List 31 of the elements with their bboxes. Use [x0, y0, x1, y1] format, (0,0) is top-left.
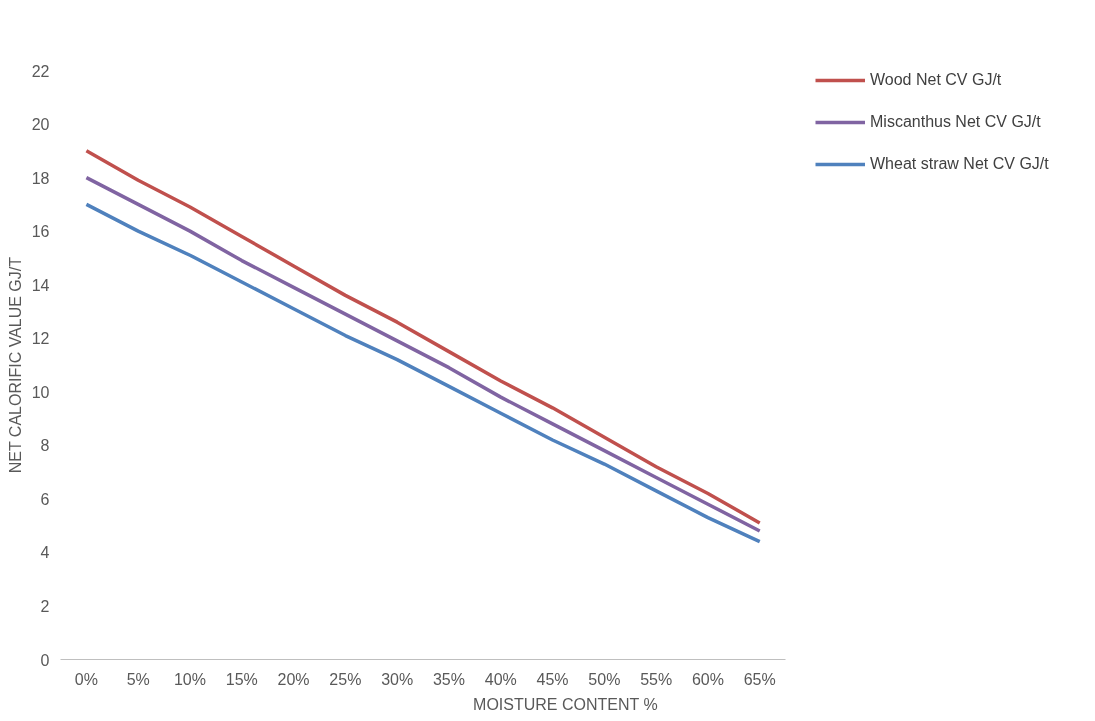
- y-tick-label: 0: [40, 651, 50, 669]
- x-tick-label: 65%: [743, 670, 776, 688]
- y-tick-label: 10: [31, 383, 50, 401]
- legend-label: Wood Net CV GJ/t: [870, 71, 1003, 89]
- legend-label: Wheat straw Net CV GJ/t: [870, 155, 1050, 173]
- y-axis-title: NET CALORIFIC VALUE GJ/T: [6, 256, 24, 474]
- x-tick-label: 0%: [74, 670, 98, 688]
- x-tick-label: 40%: [484, 670, 517, 688]
- y-tick-label: 12: [31, 330, 50, 348]
- x-tick-label: 35%: [432, 670, 465, 688]
- y-tick-label: 14: [31, 276, 50, 294]
- x-tick-label: 20%: [277, 670, 310, 688]
- x-tick-label: 60%: [691, 670, 724, 688]
- x-tick-label: 5%: [126, 670, 150, 688]
- x-tick-label: 15%: [225, 670, 258, 688]
- x-tick-label: 25%: [329, 670, 362, 688]
- x-tick-label: 45%: [536, 670, 569, 688]
- y-tick-label: 6: [40, 490, 50, 508]
- y-tick-label: 22: [31, 62, 50, 80]
- y-tick-label: 8: [40, 437, 50, 455]
- x-tick-label: 50%: [588, 670, 621, 688]
- y-tick-label: 18: [31, 169, 50, 187]
- x-axis-title: MOISTURE CONTENT %: [473, 695, 658, 713]
- y-tick-label: 20: [31, 116, 50, 134]
- x-tick-label: 55%: [640, 670, 673, 688]
- y-tick-label: 2: [40, 597, 50, 615]
- y-tick-label: 4: [40, 544, 50, 562]
- legend-label: Miscanthus Net CV GJ/t: [870, 113, 1042, 131]
- x-tick-label: 30%: [381, 670, 414, 688]
- y-tick-label: 16: [31, 223, 50, 241]
- x-tick-label: 10%: [173, 670, 207, 688]
